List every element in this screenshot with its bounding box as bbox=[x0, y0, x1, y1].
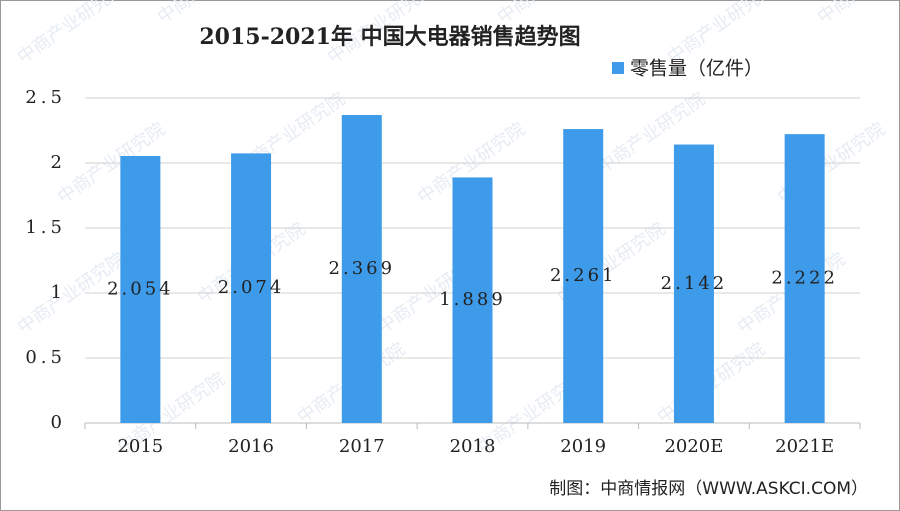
x-tick-label: 2018 bbox=[450, 436, 496, 457]
source-note: 制图：中商情报网（WWW.ASKCI.COM） bbox=[549, 479, 868, 499]
data-label: 2.054 bbox=[107, 278, 174, 299]
y-tick-label: 0.5 bbox=[25, 347, 66, 368]
bar bbox=[673, 144, 714, 424]
bar bbox=[341, 115, 382, 423]
x-tick-label: 2016 bbox=[228, 436, 274, 457]
data-label: 1.889 bbox=[439, 289, 506, 310]
bar bbox=[784, 134, 825, 423]
y-tick-label: 1 bbox=[51, 282, 66, 303]
bar bbox=[231, 153, 272, 423]
x-tick-label: 2020E bbox=[664, 436, 723, 457]
bar bbox=[120, 155, 161, 424]
data-label: 2.142 bbox=[661, 273, 728, 294]
data-label: 2.222 bbox=[771, 268, 838, 289]
legend-swatch bbox=[612, 62, 624, 74]
x-tick-label: 2021E bbox=[775, 436, 834, 457]
x-tick-label: 2019 bbox=[560, 436, 606, 457]
bar bbox=[563, 129, 604, 423]
legend-label: 零售量（亿件） bbox=[630, 58, 763, 80]
data-label: 2.074 bbox=[218, 277, 285, 298]
y-tick-label: 2.5 bbox=[25, 87, 66, 108]
x-tick-label: 2015 bbox=[117, 436, 163, 457]
chart-title: 2015-2021年 中国大电器销售趋势图 bbox=[199, 24, 580, 50]
y-tick-label: 2 bbox=[51, 152, 66, 173]
data-label: 2.261 bbox=[550, 265, 617, 286]
y-tick-label: 0 bbox=[51, 412, 66, 433]
data-label: 2.369 bbox=[329, 258, 396, 279]
bar bbox=[452, 177, 493, 423]
x-tick-label: 2017 bbox=[339, 436, 385, 457]
y-tick-label: 1.5 bbox=[25, 217, 66, 238]
